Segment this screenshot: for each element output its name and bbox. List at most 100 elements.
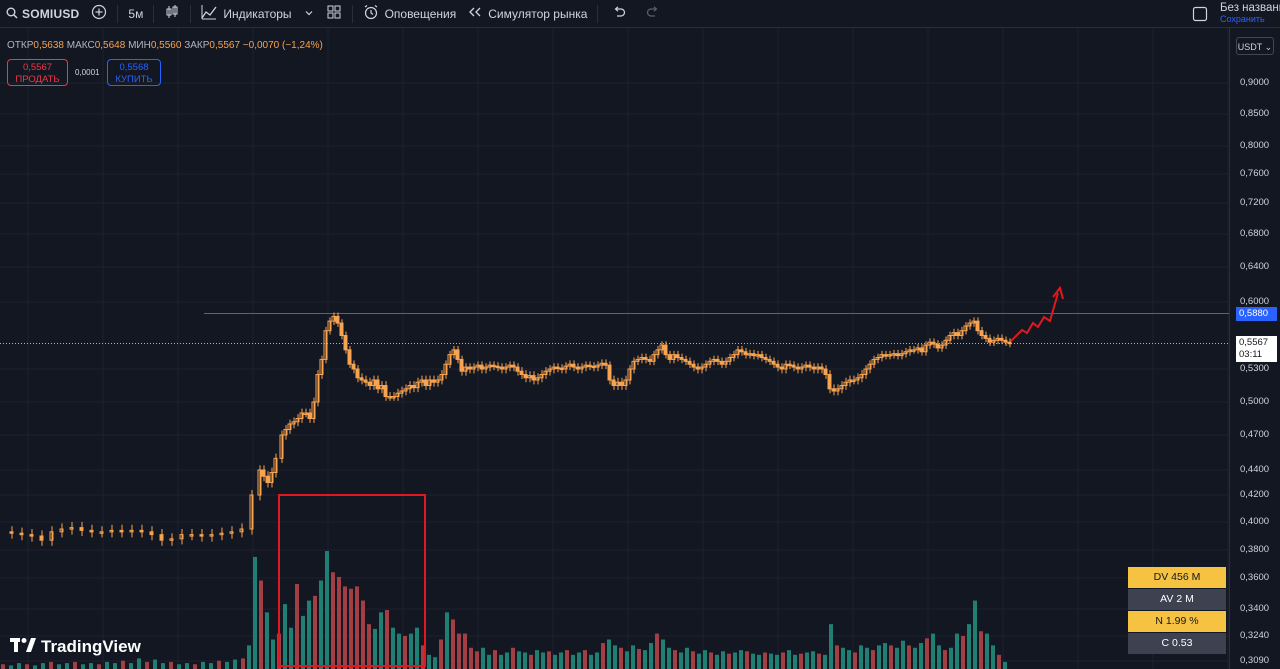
candle-body <box>635 358 640 362</box>
currency-select[interactable]: USDT ⌄ <box>1236 37 1274 55</box>
candle-body <box>29 534 34 537</box>
tradingview-logo-icon <box>10 637 36 657</box>
candle-body <box>715 358 720 362</box>
volume-bar <box>901 640 905 669</box>
redo-button[interactable] <box>636 0 670 28</box>
candle-body <box>459 358 464 372</box>
candle-body <box>743 351 748 356</box>
volume-bar <box>233 659 237 669</box>
candle-body <box>351 363 356 370</box>
candle-body <box>427 379 432 386</box>
interval-button[interactable]: 5м <box>128 6 144 21</box>
volume-bar <box>583 650 587 669</box>
undo-button[interactable] <box>602 0 636 28</box>
volume-bar <box>271 639 275 669</box>
redo-icon <box>646 6 660 21</box>
volume-bar <box>301 615 305 669</box>
volume-bar <box>883 643 887 669</box>
candle-body <box>923 344 928 353</box>
volume-bar <box>643 650 647 669</box>
price-tick-label: 0,3090 <box>1240 655 1270 666</box>
volume-bar <box>145 661 149 669</box>
candle-body <box>851 379 856 382</box>
volume-bar <box>129 663 133 669</box>
symbol-search[interactable]: SOMIUSD <box>0 0 85 28</box>
candle-body <box>675 354 680 359</box>
indicators-button[interactable]: Индикаторы <box>195 0 297 28</box>
candle-body <box>407 385 412 390</box>
volume-bar <box>349 588 353 669</box>
buy-button[interactable]: 0,5568 КУПИТЬ <box>107 59 161 86</box>
candle-body <box>307 412 312 419</box>
candle-body <box>463 366 468 372</box>
candle-body <box>927 341 932 346</box>
candle-body <box>479 364 484 370</box>
volume-bar <box>895 647 899 669</box>
candle-body <box>995 337 1000 341</box>
price-chart[interactable] <box>0 28 1229 669</box>
volume-bar <box>649 643 653 669</box>
volume-bar <box>253 556 257 669</box>
volume-bar <box>367 624 371 669</box>
candle-body <box>1003 339 1008 343</box>
candles-icon <box>164 4 180 23</box>
candle-body <box>419 379 424 383</box>
candle-body <box>395 392 400 398</box>
alerts-button[interactable]: Оповещения <box>357 0 463 28</box>
replay-button[interactable]: Симулятор рынка <box>462 0 593 28</box>
volume-bar <box>81 664 85 669</box>
sell-button[interactable]: 0,5567 ПРОДАТЬ <box>7 59 68 86</box>
volume-bar <box>463 633 467 669</box>
candle-body <box>519 370 524 376</box>
price-tick-label: 0,3800 <box>1240 544 1270 555</box>
compare-button[interactable] <box>85 0 113 28</box>
indicators-dropdown[interactable] <box>298 0 320 28</box>
candle-body <box>451 349 456 356</box>
candle-body <box>551 366 556 370</box>
chevron-down-icon <box>304 7 314 21</box>
candle-body <box>503 366 508 370</box>
layouts-button[interactable] <box>320 0 348 28</box>
candle-body <box>935 343 940 349</box>
candle-body <box>391 396 396 399</box>
save-link[interactable]: Сохранить <box>1220 14 1265 24</box>
volume-bar <box>97 664 101 669</box>
candle-body <box>939 344 944 349</box>
volume-bar <box>931 633 935 669</box>
volume-bar <box>9 665 13 669</box>
volume-bar <box>283 604 287 669</box>
volume-bar <box>325 551 329 669</box>
candle-body <box>209 534 214 537</box>
volume-bar <box>577 652 581 669</box>
volume-bar <box>445 612 449 669</box>
candle-body <box>963 325 968 332</box>
candle-body <box>555 366 560 370</box>
volume-bar <box>295 584 299 669</box>
candle-body <box>335 315 340 324</box>
price-tick-label: 0,6400 <box>1240 261 1270 272</box>
candle-body <box>759 354 764 359</box>
toolbar-divider <box>190 4 192 23</box>
tradingview-logo[interactable]: TradingView <box>10 637 141 657</box>
volume-bar <box>877 645 881 669</box>
candle-body <box>751 353 756 357</box>
volume-bar <box>823 654 827 669</box>
volume-bar <box>595 652 599 669</box>
candle-body <box>559 367 564 371</box>
candle-body <box>763 357 768 360</box>
candle-body <box>295 418 300 423</box>
volume-bar <box>631 645 635 669</box>
layout-title-block[interactable]: Без названия Сохранить <box>1220 2 1280 24</box>
candle-body <box>239 528 244 533</box>
volume-bar <box>505 652 509 669</box>
volume-bar <box>313 595 317 669</box>
volume-bar <box>65 663 69 669</box>
volume-bar <box>607 639 611 669</box>
alert-clock-icon <box>363 4 379 23</box>
volume-bar <box>799 653 803 669</box>
candle-body <box>899 353 904 357</box>
candle-body <box>331 315 336 322</box>
layout-select-checkbox[interactable] <box>1192 6 1208 27</box>
chart-type-button[interactable] <box>158 0 186 28</box>
candle-body <box>867 363 872 370</box>
